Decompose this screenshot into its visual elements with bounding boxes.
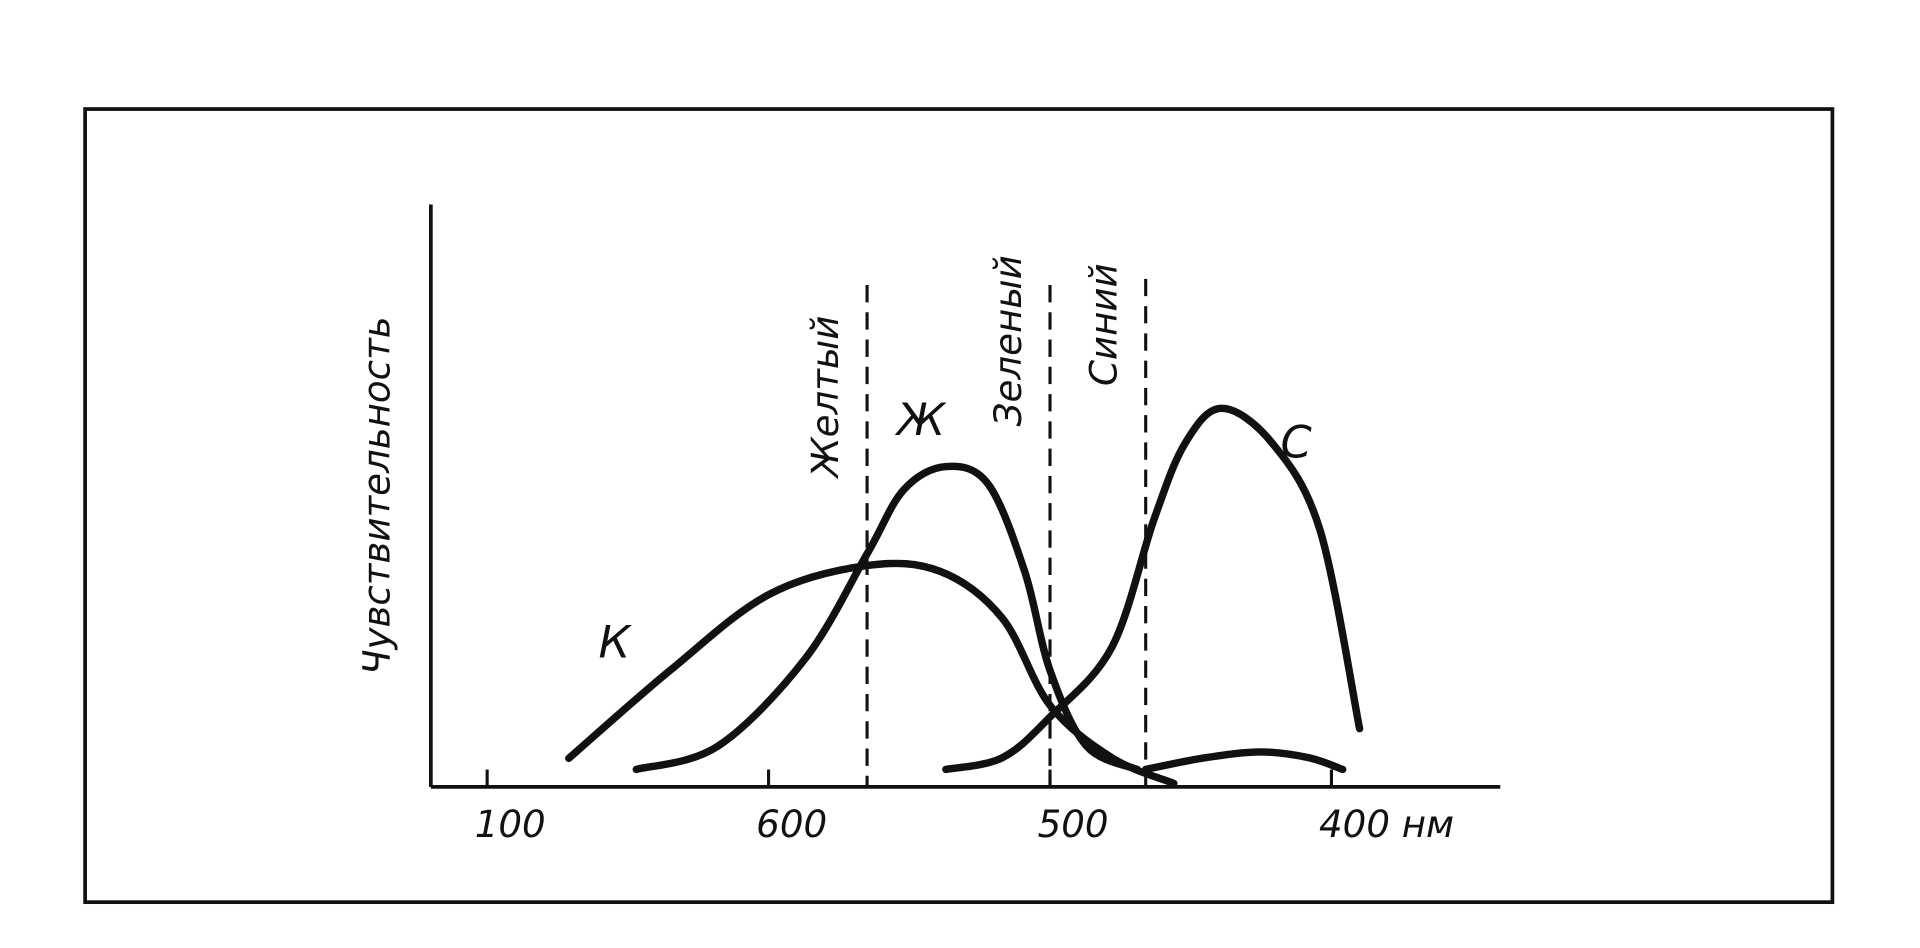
x-tick-label: 600 (756, 802, 827, 846)
reference-label: Желтый (803, 316, 847, 480)
x-tick-label: 100 (475, 802, 546, 846)
frame (83, 107, 1835, 905)
x-tick-label: 400 нм (1319, 802, 1454, 846)
x-tick-label: 500 (1038, 802, 1109, 846)
curve (942, 404, 1364, 774)
reference-label: Зеленый (986, 255, 1030, 426)
reference-label: Синий (1082, 263, 1126, 386)
series-label: К (598, 617, 632, 669)
series-label: Ж (894, 394, 947, 446)
curve (632, 462, 1141, 774)
curve (565, 559, 1178, 788)
y-axis-label: Чувствительность (354, 316, 398, 675)
curve (1141, 748, 1347, 774)
series-label: С (1280, 416, 1311, 468)
